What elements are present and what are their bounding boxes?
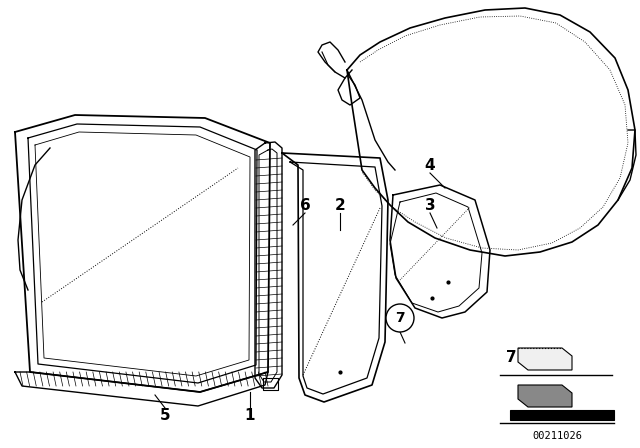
Text: 00211026: 00211026 <box>532 431 582 441</box>
Text: 2: 2 <box>335 198 346 212</box>
Text: 3: 3 <box>425 198 435 212</box>
Text: 7: 7 <box>395 311 405 325</box>
Polygon shape <box>518 385 572 407</box>
Text: 1: 1 <box>244 408 255 422</box>
Polygon shape <box>510 410 614 420</box>
Polygon shape <box>518 348 572 370</box>
Text: 4: 4 <box>425 158 435 172</box>
Text: 5: 5 <box>160 408 170 422</box>
Text: 7: 7 <box>506 350 516 366</box>
Circle shape <box>386 304 414 332</box>
Text: 6: 6 <box>300 198 310 212</box>
